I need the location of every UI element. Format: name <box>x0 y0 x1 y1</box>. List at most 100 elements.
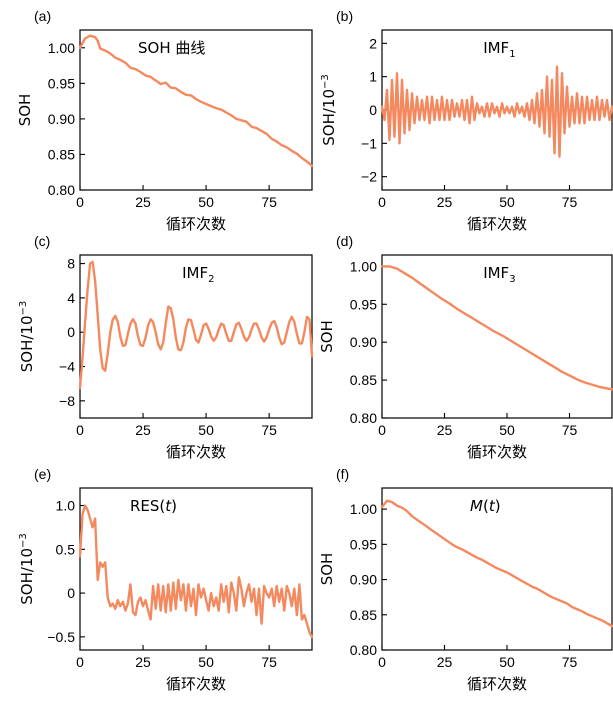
x-tick-label: 0 <box>76 654 84 670</box>
y-axis-label-text: SOH/10 <box>18 548 36 605</box>
x-tick-label: 50 <box>499 422 515 438</box>
x-axis-label: 循环次数 <box>467 675 527 693</box>
y-tick-label: 0.90 <box>350 572 377 588</box>
panel-label: (e) <box>34 466 51 482</box>
y-axis-label-text: SOH <box>318 320 336 353</box>
y-tick-label: 0.80 <box>48 182 75 198</box>
annotation: IMF3 <box>483 264 515 285</box>
annotation: RES(t) <box>130 497 177 515</box>
annotation-text: M <box>470 497 483 515</box>
panel-label: (b) <box>336 8 353 24</box>
y-tick-label: 1 <box>369 69 377 85</box>
annotation-text: IMF <box>182 264 208 282</box>
annotation-var: t <box>489 497 496 515</box>
axes-frame <box>381 254 613 419</box>
annotation: IMF1 <box>483 39 515 60</box>
panel-label: (a) <box>34 8 51 24</box>
x-tick-label: 25 <box>437 422 453 438</box>
series-line <box>380 65 613 158</box>
y-axis-label-exponent: −3 <box>18 301 29 316</box>
axes-frame <box>79 29 313 191</box>
x-axis-label: 循环次数 <box>467 443 527 461</box>
x-tick-label: 25 <box>437 654 453 670</box>
y-tick-label: 1.0 <box>56 498 76 514</box>
x-tick-label: 50 <box>499 654 515 670</box>
panel-c: 0 25 50 75 −8 −4 0 4 8 循环次数 SOH/10−3 (c) IMF2 <box>18 233 314 461</box>
x-tick-label: 25 <box>135 194 151 210</box>
axes-frame <box>79 254 313 419</box>
series-line <box>78 260 314 390</box>
panel-f: 0 25 50 75 0.80 0.85 0.90 0.95 1.00 循环次数 SOH (f) M(t… <box>318 466 613 693</box>
panel-label: (d) <box>336 233 353 249</box>
y-tick-label: 0.95 <box>48 75 75 91</box>
annotation-close: ) <box>495 497 501 515</box>
x-axis-label: 循环次数 <box>467 215 527 233</box>
y-tick-label: 8 <box>67 256 75 272</box>
x-tick-label: 25 <box>135 422 151 438</box>
x-tick-label: 50 <box>198 422 214 438</box>
panel-label: (c) <box>34 233 50 249</box>
y-axis-label-text: SOH <box>16 94 34 127</box>
x-axis-label: 循环次数 <box>166 675 226 693</box>
annotation: M(t) <box>470 497 501 515</box>
y-tick-label: 0.80 <box>350 410 377 426</box>
annotation-var: t <box>165 497 172 515</box>
annotation: SOH 曲线 <box>138 39 205 57</box>
annotation: IMF2 <box>182 264 214 285</box>
annotation-paren: ( <box>483 497 489 515</box>
y-tick-label: 0.90 <box>48 111 75 127</box>
y-tick-label: 4 <box>67 290 75 306</box>
y-axis-label: SOH/10−3 <box>18 533 36 605</box>
y-tick-label: 0 <box>67 324 75 340</box>
y-tick-label: 1.00 <box>48 40 75 56</box>
y-axis-label-text: SOH/10 <box>18 316 36 373</box>
series-line <box>78 504 314 639</box>
x-tick-label: 0 <box>378 194 386 210</box>
x-tick-label: 50 <box>198 194 214 210</box>
panel-a: 0 25 50 75 0.80 0.85 0.90 0.95 1.00 循环次数 SOH (a) SOH… <box>16 8 314 233</box>
series-line <box>380 265 613 391</box>
y-tick-label: 0.95 <box>350 536 377 552</box>
y-tick-label: −8 <box>59 393 75 409</box>
y-axis-label: SOH/10−3 <box>320 74 338 146</box>
x-tick-label: 0 <box>378 654 386 670</box>
y-tick-label: −0.5 <box>47 629 75 645</box>
x-tick-label: 75 <box>562 654 578 670</box>
annotation-text: IMF <box>483 39 509 57</box>
y-tick-label: −4 <box>59 359 75 375</box>
x-tick-label: 25 <box>437 194 453 210</box>
y-axis-label: SOH <box>318 553 336 586</box>
y-tick-label: 0.85 <box>350 607 377 623</box>
x-tick-label: 0 <box>76 422 84 438</box>
axes-frame <box>381 487 613 651</box>
annotation-subscript: 3 <box>509 274 515 285</box>
y-tick-label: 0.5 <box>56 541 76 557</box>
y-axis-label: SOH/10−3 <box>18 301 36 373</box>
annotation-subscript: 1 <box>509 49 515 60</box>
x-tick-label: 75 <box>261 194 277 210</box>
y-tick-label: 0.85 <box>350 372 377 388</box>
series-line <box>78 34 314 168</box>
x-tick-label: 75 <box>261 422 277 438</box>
x-tick-label: 75 <box>261 654 277 670</box>
y-tick-label: 0.90 <box>350 334 377 350</box>
y-tick-label: 0.85 <box>48 146 75 162</box>
y-tick-label: 1.00 <box>350 501 377 517</box>
series-line <box>380 499 613 628</box>
x-tick-label: 75 <box>562 422 578 438</box>
y-tick-label: −1 <box>361 135 377 151</box>
y-tick-label: −2 <box>361 169 377 185</box>
x-tick-label: 0 <box>76 194 84 210</box>
y-tick-label: 0 <box>369 102 377 118</box>
y-tick-label: 0 <box>67 585 75 601</box>
annotation-text: SOH 曲线 <box>138 39 205 57</box>
x-tick-label: 25 <box>135 654 151 670</box>
y-axis-label: SOH <box>318 320 336 353</box>
annotation-text: IMF <box>483 264 509 282</box>
x-axis-label: 循环次数 <box>166 215 226 233</box>
x-tick-label: 75 <box>562 194 578 210</box>
y-axis-label: SOH <box>16 94 34 127</box>
